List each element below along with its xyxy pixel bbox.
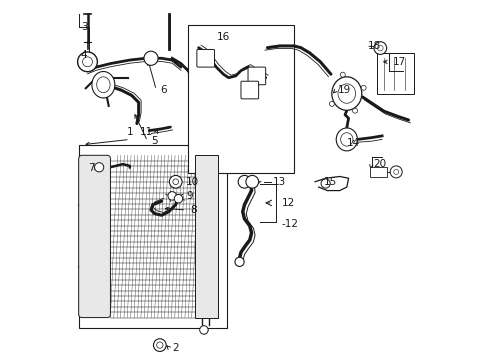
Text: 8: 8: [189, 205, 196, 215]
Circle shape: [169, 175, 182, 188]
Circle shape: [156, 342, 163, 348]
Text: 17: 17: [392, 57, 405, 67]
Circle shape: [153, 339, 166, 351]
Circle shape: [352, 108, 357, 113]
Text: 10: 10: [186, 177, 199, 187]
Text: 20: 20: [372, 159, 386, 169]
Ellipse shape: [337, 84, 355, 103]
Text: -12: -12: [281, 219, 298, 229]
Circle shape: [173, 179, 178, 185]
Text: 12: 12: [281, 198, 294, 208]
Bar: [188, 25, 293, 173]
Circle shape: [143, 51, 158, 66]
Bar: [369, 167, 386, 177]
Ellipse shape: [97, 77, 110, 93]
Ellipse shape: [331, 77, 361, 110]
Text: 13: 13: [272, 177, 285, 187]
Circle shape: [167, 192, 176, 200]
Circle shape: [245, 175, 258, 188]
Circle shape: [94, 163, 103, 172]
Ellipse shape: [336, 128, 357, 151]
FancyBboxPatch shape: [241, 81, 258, 99]
Circle shape: [78, 52, 97, 72]
Text: 3: 3: [81, 22, 87, 32]
Circle shape: [321, 179, 329, 188]
Bar: [195, 155, 218, 318]
Circle shape: [373, 42, 386, 54]
Circle shape: [82, 57, 92, 67]
Circle shape: [235, 257, 244, 266]
FancyBboxPatch shape: [79, 155, 110, 318]
Circle shape: [238, 175, 250, 188]
Text: 4: 4: [81, 50, 87, 60]
Text: 2: 2: [172, 343, 179, 352]
Text: 1: 1: [126, 127, 133, 138]
Text: 15: 15: [323, 177, 336, 187]
Text: 16: 16: [216, 32, 229, 42]
Text: 14: 14: [346, 138, 359, 148]
Bar: [376, 53, 413, 94]
Ellipse shape: [340, 133, 352, 146]
Text: 6: 6: [160, 85, 166, 95]
Circle shape: [389, 166, 401, 178]
Bar: [79, 145, 226, 328]
Circle shape: [329, 102, 334, 106]
Circle shape: [199, 326, 208, 334]
Text: 9: 9: [186, 191, 193, 201]
FancyBboxPatch shape: [247, 67, 265, 85]
Circle shape: [361, 85, 366, 90]
Text: 19: 19: [337, 85, 350, 95]
Text: 11: 11: [139, 127, 152, 138]
FancyBboxPatch shape: [197, 49, 214, 67]
Text: 5: 5: [151, 136, 157, 146]
Circle shape: [174, 194, 183, 203]
Circle shape: [340, 72, 345, 77]
Ellipse shape: [92, 72, 115, 98]
Text: 18: 18: [367, 41, 381, 51]
Circle shape: [393, 170, 398, 174]
Text: 7: 7: [87, 163, 94, 173]
Circle shape: [377, 45, 383, 51]
